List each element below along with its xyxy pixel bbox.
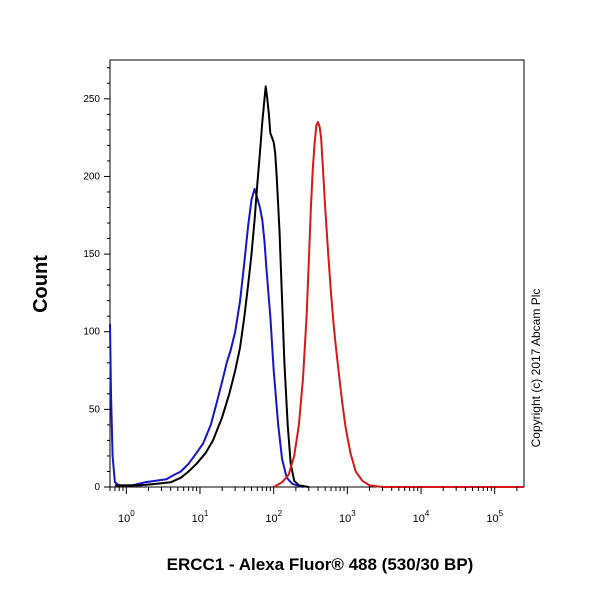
histogram-series-2 [114, 85, 309, 488]
x-tick-label: 100 [118, 509, 135, 525]
y-tick-label: 100 [83, 327, 100, 338]
x-axis-label: ERCC1 - Alexa Fluor® 488 (530/30 BP) [166, 555, 474, 574]
histogram-series-3 [273, 121, 524, 488]
copyright-text: Copyright (c) 2017 Abcam Plc [529, 288, 543, 448]
y-axis-label: Count [30, 255, 52, 313]
y-tick-label: 0 [94, 482, 100, 493]
histogram-series-1 [109, 187, 304, 488]
x-tick-label: 101 [192, 509, 209, 525]
plot-area [109, 85, 524, 488]
x-tick-label: 105 [486, 509, 503, 525]
x-tick-label: 102 [265, 509, 282, 525]
plot-frame [109, 59, 525, 488]
tick-marks: 0 50 100 150 200 250 100 101 102 103 104 105 [83, 67, 518, 525]
y-tick-label: 200 [83, 171, 100, 182]
y-tick-label: 250 [83, 94, 100, 105]
y-tick-label: 150 [83, 249, 100, 260]
x-tick-label: 104 [413, 509, 430, 525]
y-tick-label: 50 [89, 404, 101, 415]
x-tick-label: 103 [339, 509, 356, 525]
axes [109, 59, 525, 488]
